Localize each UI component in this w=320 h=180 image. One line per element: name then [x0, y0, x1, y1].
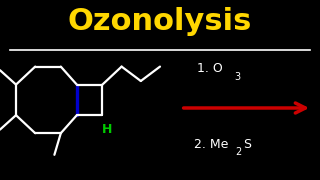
Text: 2: 2 — [235, 147, 242, 157]
Text: 1. O: 1. O — [197, 62, 222, 75]
Text: Ozonolysis: Ozonolysis — [68, 7, 252, 36]
Text: 3: 3 — [235, 71, 241, 82]
Text: S: S — [243, 138, 251, 150]
Text: 2. Me: 2. Me — [194, 138, 228, 150]
Text: H: H — [102, 123, 112, 136]
